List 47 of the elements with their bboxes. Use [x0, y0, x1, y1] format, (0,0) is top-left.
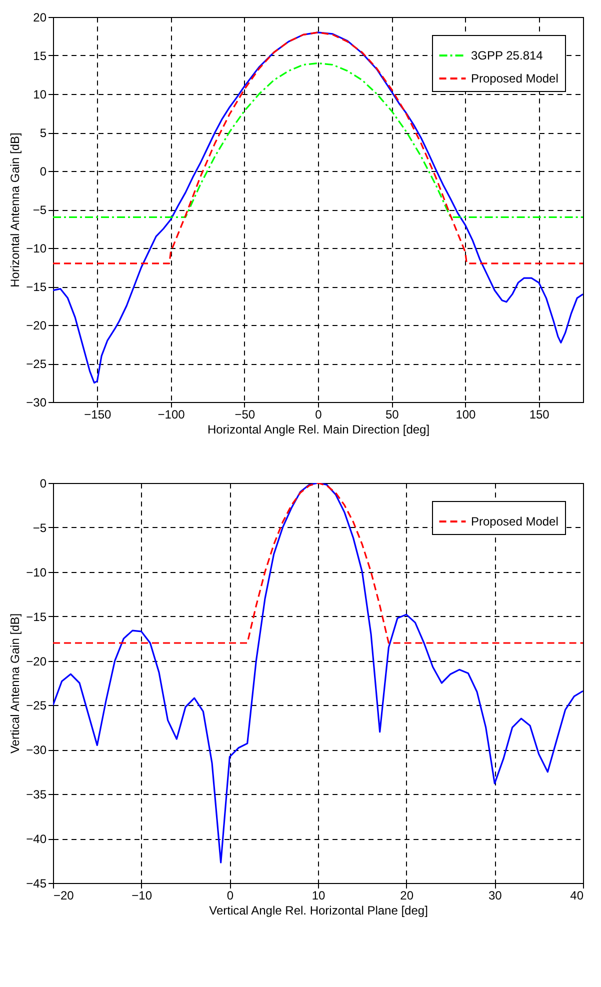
line-series [53, 32, 583, 384]
y-tick-label: −20 [26, 654, 47, 668]
legend-label: Proposed Model [471, 72, 558, 86]
y-tick-label: −10 [26, 565, 47, 580]
x-tick-label: 10 [312, 888, 326, 902]
y-tick-label: −25 [26, 698, 47, 713]
y-tick-label: −30 [26, 396, 47, 410]
x-tick-label: 0 [226, 888, 234, 902]
y-tick-label: −40 [26, 832, 47, 846]
x-tick-label: 100 [456, 408, 476, 422]
x-tick-label: −20 [54, 888, 74, 902]
y-tick-label: −15 [26, 610, 47, 624]
x-tick-label: 20 [400, 888, 414, 902]
y-tick-label: −45 [26, 876, 47, 890]
y-tick-label: −10 [26, 242, 47, 256]
line-series [53, 483, 583, 644]
y-tick-label: −15 [26, 280, 47, 294]
x-tick-label: −100 [158, 408, 186, 422]
line-series [53, 32, 583, 264]
x-tick-label: 150 [529, 408, 550, 422]
line-series [53, 483, 583, 864]
y-tick-label: −5 [32, 203, 47, 217]
x-tick-label: 50 [385, 408, 400, 422]
y-tick-label: 5 [40, 126, 47, 140]
y-tick-label: −5 [32, 520, 47, 535]
y-axis-title: Vertical Antenna Gain [dB] [8, 613, 22, 754]
x-tick-label: −50 [234, 408, 256, 422]
y-tick-label: 0 [40, 164, 47, 178]
x-tick-label: 0 [315, 408, 322, 422]
y-tick-label: 20 [33, 10, 47, 24]
line-series [53, 62, 583, 218]
x-tick-label: 40 [570, 888, 584, 902]
y-tick-label: −25 [26, 357, 47, 371]
y-axis-title: Horizontal Antenna Gain [dB] [8, 132, 22, 288]
x-tick-label: −10 [132, 888, 152, 902]
y-tick-label: 0 [40, 476, 47, 490]
y-tick-label: −35 [26, 788, 47, 802]
x-tick-label: 30 [488, 888, 502, 902]
x-axis-title: Vertical Angle Rel. Horizontal Plane [deg] [209, 904, 428, 918]
legend-label: 3GPP 25.814 [471, 48, 544, 62]
legend-label: Proposed Model [471, 514, 558, 528]
y-tick-label: −30 [26, 743, 47, 758]
y-tick-label: 10 [33, 88, 47, 102]
y-tick-label: 15 [33, 49, 47, 63]
x-axis-title: Horizontal Angle Rel. Main Direction [deg] [207, 422, 430, 436]
y-tick-label: −20 [26, 318, 47, 332]
x-tick-label: −150 [84, 408, 112, 422]
